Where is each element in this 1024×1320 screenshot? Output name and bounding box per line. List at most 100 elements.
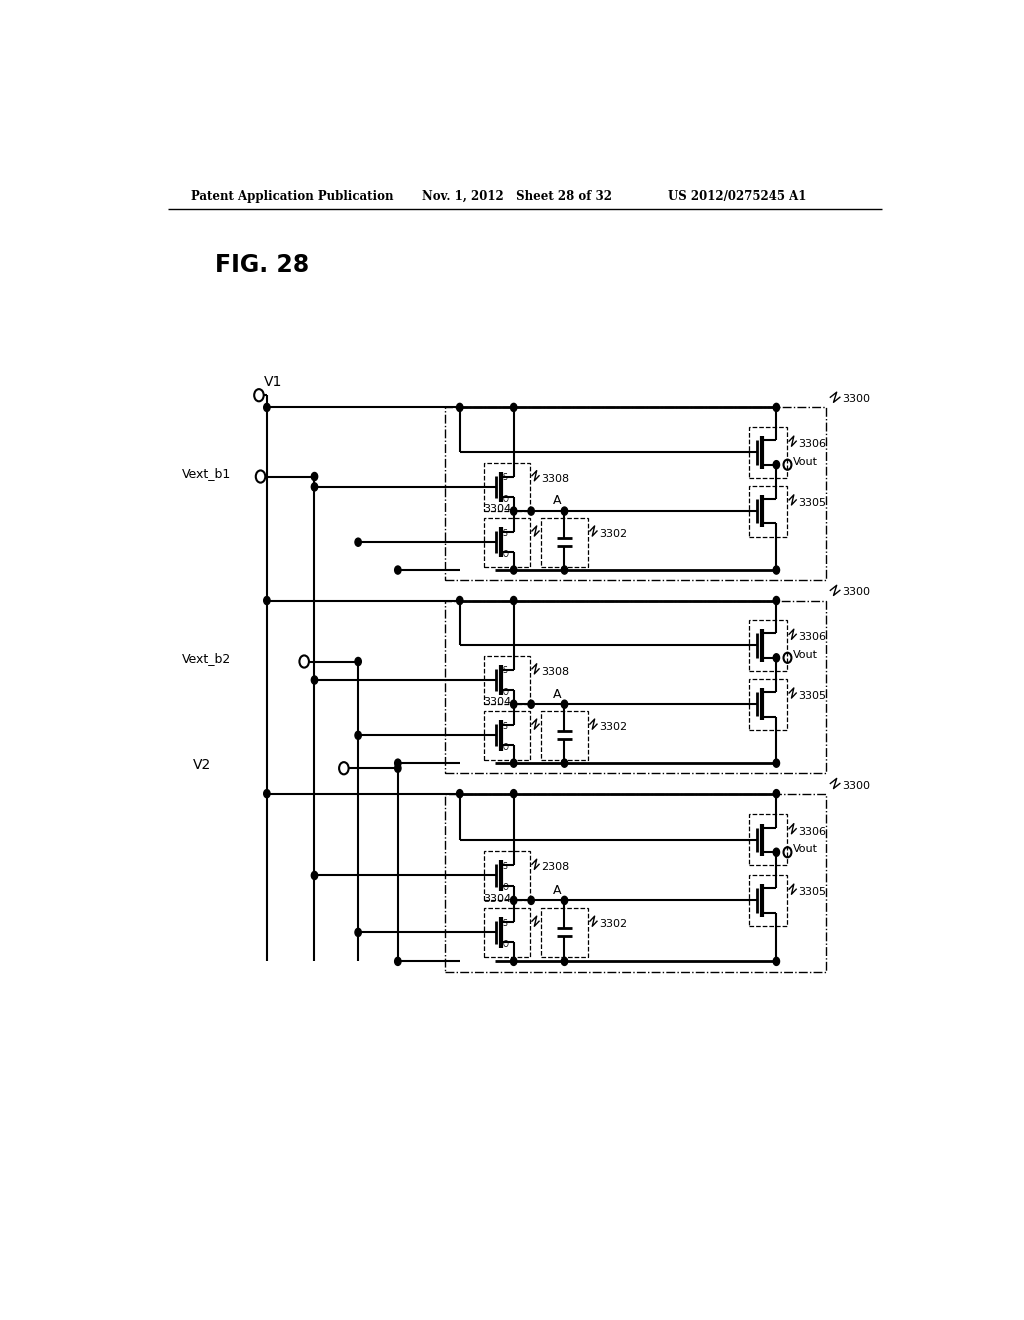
Text: 3304: 3304 [483, 894, 512, 904]
Bar [483, 462, 529, 511]
Text: US 2012/0275245 A1: US 2012/0275245 A1 [668, 190, 806, 202]
Circle shape [773, 461, 779, 469]
Circle shape [394, 957, 401, 965]
Text: Vext_b2: Vext_b2 [182, 652, 231, 665]
Text: A: A [553, 883, 562, 896]
Circle shape [773, 597, 779, 605]
Circle shape [511, 597, 517, 605]
Text: S: S [503, 862, 507, 871]
Circle shape [511, 566, 517, 574]
Circle shape [528, 896, 535, 904]
Circle shape [561, 759, 567, 767]
Bar [541, 908, 588, 957]
Circle shape [264, 404, 270, 412]
Circle shape [773, 957, 779, 965]
Bar [749, 426, 786, 478]
Bar [749, 814, 786, 866]
Text: V2: V2 [194, 758, 211, 772]
Circle shape [773, 789, 779, 797]
Text: 3302: 3302 [599, 722, 628, 733]
Circle shape [561, 896, 567, 904]
Circle shape [511, 789, 517, 797]
Circle shape [457, 404, 463, 412]
Bar [749, 678, 786, 730]
Circle shape [528, 700, 535, 709]
Bar [483, 851, 529, 900]
Text: O: O [503, 495, 509, 504]
Text: S: S [503, 474, 507, 482]
Bar [445, 793, 826, 972]
Circle shape [457, 789, 463, 797]
Text: Vout: Vout [793, 457, 818, 467]
Bar [749, 875, 786, 925]
Circle shape [457, 597, 463, 605]
Circle shape [561, 566, 567, 574]
Circle shape [511, 896, 517, 904]
Circle shape [773, 566, 779, 574]
Circle shape [311, 473, 317, 480]
Text: S: S [503, 528, 507, 537]
Bar [483, 711, 529, 760]
Text: 3306: 3306 [799, 826, 826, 837]
Text: 3305: 3305 [799, 692, 826, 701]
Text: O: O [503, 940, 509, 949]
Text: 3302: 3302 [599, 529, 628, 539]
Bar [541, 517, 588, 566]
Circle shape [528, 507, 535, 515]
Text: 3305: 3305 [799, 498, 826, 508]
Text: A: A [553, 688, 562, 701]
Bar [483, 517, 529, 566]
Text: O: O [503, 883, 509, 892]
Text: Vout: Vout [793, 649, 818, 660]
Circle shape [311, 483, 317, 491]
Text: O: O [503, 743, 509, 752]
Circle shape [511, 404, 517, 412]
Bar [445, 408, 826, 581]
Text: FIG. 28: FIG. 28 [215, 253, 309, 277]
Text: 3306: 3306 [799, 440, 826, 449]
Circle shape [561, 507, 567, 515]
Circle shape [311, 676, 317, 684]
Circle shape [355, 731, 361, 739]
Circle shape [394, 566, 401, 574]
Bar [483, 656, 529, 705]
Circle shape [773, 849, 779, 857]
Bar [749, 620, 786, 671]
Text: 3306: 3306 [799, 632, 826, 643]
Text: O: O [503, 688, 509, 697]
Text: Vext_b1: Vext_b1 [182, 467, 231, 480]
Circle shape [511, 507, 517, 515]
Circle shape [355, 928, 361, 936]
Text: 3300: 3300 [842, 587, 870, 598]
Circle shape [773, 759, 779, 767]
Bar [541, 711, 588, 760]
Text: 3300: 3300 [842, 780, 870, 791]
Text: S: S [503, 919, 507, 928]
Text: S: S [503, 667, 507, 676]
Text: Vout: Vout [793, 845, 818, 854]
Text: O: O [503, 550, 509, 558]
Bar [749, 486, 786, 536]
Text: 2308: 2308 [542, 862, 569, 873]
Circle shape [355, 657, 361, 665]
Text: 3308: 3308 [542, 474, 569, 483]
Text: 3304: 3304 [483, 697, 512, 706]
Text: 3300: 3300 [842, 395, 870, 404]
Text: 3302: 3302 [599, 919, 628, 929]
Text: Patent Application Publication: Patent Application Publication [191, 190, 394, 202]
Bar [483, 908, 529, 957]
Circle shape [311, 871, 317, 879]
Text: 3305: 3305 [799, 887, 826, 898]
Bar [445, 601, 826, 774]
Circle shape [773, 653, 779, 661]
Circle shape [773, 404, 779, 412]
Circle shape [561, 700, 567, 709]
Circle shape [511, 700, 517, 709]
Circle shape [264, 789, 270, 797]
Text: Nov. 1, 2012   Sheet 28 of 32: Nov. 1, 2012 Sheet 28 of 32 [422, 190, 611, 202]
Circle shape [264, 597, 270, 605]
Circle shape [394, 759, 401, 767]
Circle shape [511, 759, 517, 767]
Circle shape [394, 764, 401, 772]
Text: 3304: 3304 [483, 504, 512, 513]
